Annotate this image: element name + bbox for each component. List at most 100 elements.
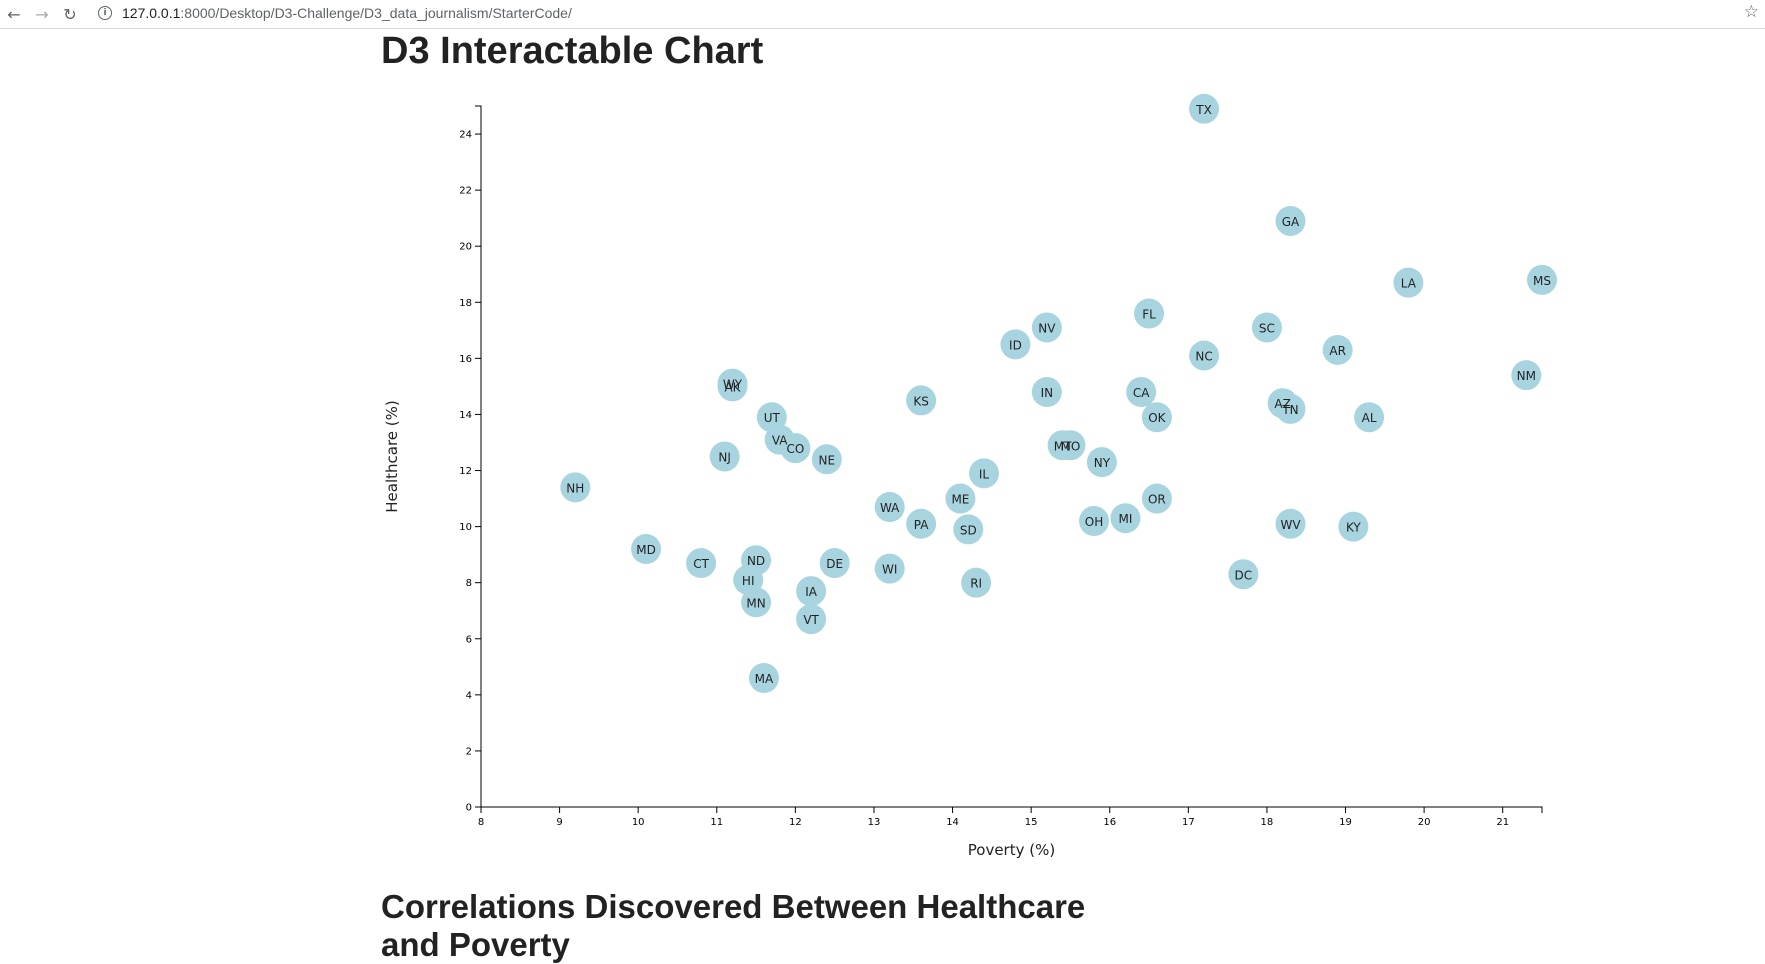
state-point-nv — [1031, 312, 1062, 343]
state-label-mn: MN — [746, 596, 765, 610]
y-tick-label: 12 — [459, 466, 472, 477]
state-point-co — [780, 433, 811, 464]
bookmark-star-icon[interactable]: ☆ — [1743, 2, 1759, 22]
state-label-nm: NM — [1517, 369, 1536, 383]
state-label-mi: MI — [1119, 512, 1133, 526]
state-label-ak: AK — [724, 380, 741, 394]
state-label-wy: WY — [723, 378, 743, 392]
state-point-ny — [1086, 447, 1117, 478]
state-label-ky: KY — [1346, 521, 1361, 535]
state-label-id: ID — [1009, 338, 1022, 352]
state-label-in: IN — [1041, 386, 1054, 400]
state-point-id — [1000, 329, 1031, 360]
x-tick-label: 9 — [556, 817, 562, 828]
y-tick-label: 6 — [466, 634, 472, 645]
state-point-nc — [1189, 340, 1220, 371]
state-label-va: VA — [772, 434, 788, 448]
state-point-mi — [1110, 503, 1141, 534]
x-tick-label: 10 — [632, 817, 645, 828]
state-point-nj — [709, 441, 740, 472]
reload-icon[interactable]: ↻ — [63, 4, 77, 24]
y-tick-label: 16 — [459, 354, 472, 365]
state-point-ak — [717, 371, 748, 402]
browser-toolbar: ← → ↻ i 127.0.0.1:8000/Desktop/D3-Challe… — [0, 0, 1765, 29]
y-tick-label: 20 — [459, 242, 472, 253]
y-tick-label: 18 — [459, 298, 472, 309]
state-label-mo: MO — [1061, 439, 1081, 453]
x-tick-label: 11 — [710, 817, 723, 828]
state-label-la: LA — [1401, 277, 1417, 291]
state-point-oh — [1079, 505, 1110, 536]
state-point-md — [631, 534, 662, 565]
state-label-wv: WV — [1280, 518, 1301, 532]
x-tick-label: 8 — [478, 817, 484, 828]
state-label-al: AL — [1362, 411, 1377, 425]
state-label-pa: PA — [914, 518, 929, 532]
state-point-or — [1141, 483, 1172, 514]
state-point-in — [1031, 377, 1062, 408]
back-arrow-icon[interactable]: ← — [7, 4, 21, 24]
chart-axes: 8 9 10 11 12 13 14 15 16 17 18 19 20 2102468101214161… — [459, 105, 1543, 828]
state-point-wa — [874, 491, 905, 522]
x-tick-label: 19 — [1339, 817, 1352, 828]
state-point-pa — [906, 508, 937, 539]
x-tick-label: 20 — [1418, 817, 1431, 828]
state-label-ok: OK — [1148, 411, 1166, 425]
page-title: D3 Interactable Chart — [381, 30, 764, 72]
url-host: 127.0.0.1 — [122, 5, 181, 21]
state-label-sc: SC — [1259, 322, 1275, 336]
y-tick-label: 14 — [459, 410, 472, 421]
state-label-nd: ND — [747, 554, 765, 568]
state-label-wi: WI — [882, 563, 897, 577]
state-label-ks: KS — [913, 394, 929, 408]
state-point-dc — [1228, 559, 1259, 590]
y-axis-title[interactable]: Healthcare (%) — [383, 400, 401, 513]
state-point-de — [819, 548, 850, 579]
state-label-ms: MS — [1533, 274, 1551, 288]
x-tick-label: 15 — [1025, 817, 1038, 828]
y-tick-label: 22 — [459, 186, 472, 197]
x-tick-label: 21 — [1496, 817, 1509, 828]
state-point-ct — [686, 548, 717, 579]
state-label-ar: AR — [1329, 344, 1346, 358]
state-point-ks — [906, 385, 937, 416]
forward-arrow-icon[interactable]: → — [35, 4, 49, 24]
state-point-wv — [1275, 508, 1306, 539]
x-axis-title[interactable]: Poverty (%) — [968, 841, 1055, 859]
state-label-wa: WA — [880, 501, 900, 515]
state-label-il: IL — [979, 467, 990, 481]
state-label-nh: NH — [566, 481, 584, 495]
state-label-mt: MT — [1054, 439, 1072, 453]
state-label-nv: NV — [1038, 322, 1056, 336]
state-point-il — [968, 458, 999, 489]
state-label-ma: MA — [755, 672, 774, 686]
y-tick-label: 24 — [459, 130, 472, 141]
url-path: :8000/Desktop/D3-Challenge/D3_data_journ… — [180, 5, 572, 21]
site-info-icon[interactable]: i — [98, 6, 112, 20]
y-tick-label: 0 — [466, 803, 472, 814]
axis-domain — [475, 105, 1543, 813]
state-point-me — [945, 483, 976, 514]
state-label-ia: IA — [805, 585, 818, 599]
state-point-ia — [796, 576, 827, 607]
state-point-vt — [796, 604, 827, 635]
state-label-sd: SD — [960, 523, 977, 537]
address-bar[interactable]: i 127.0.0.1:8000/Desktop/D3-Challenge/D3… — [98, 2, 1718, 24]
state-label-co: CO — [786, 442, 804, 456]
state-label-dc: DC — [1235, 568, 1253, 582]
x-tick-label: 18 — [1261, 817, 1274, 828]
state-point-mn — [741, 587, 772, 618]
url-text[interactable]: 127.0.0.1:8000/Desktop/D3-Challenge/D3_d… — [122, 5, 572, 21]
state-label-ga: GA — [1282, 215, 1300, 229]
state-label-hi: HI — [742, 574, 755, 588]
section-heading: Correlations Discovered Between Healthca… — [381, 888, 1086, 963]
state-label-oh: OH — [1085, 515, 1103, 529]
state-point-ga — [1275, 205, 1306, 236]
state-label-de: DE — [826, 557, 843, 571]
state-point-ar — [1322, 334, 1353, 365]
state-point-al — [1354, 402, 1385, 433]
state-label-vt: VT — [803, 613, 819, 627]
state-point-fl — [1134, 298, 1165, 329]
state-label-ca: CA — [1133, 386, 1150, 400]
